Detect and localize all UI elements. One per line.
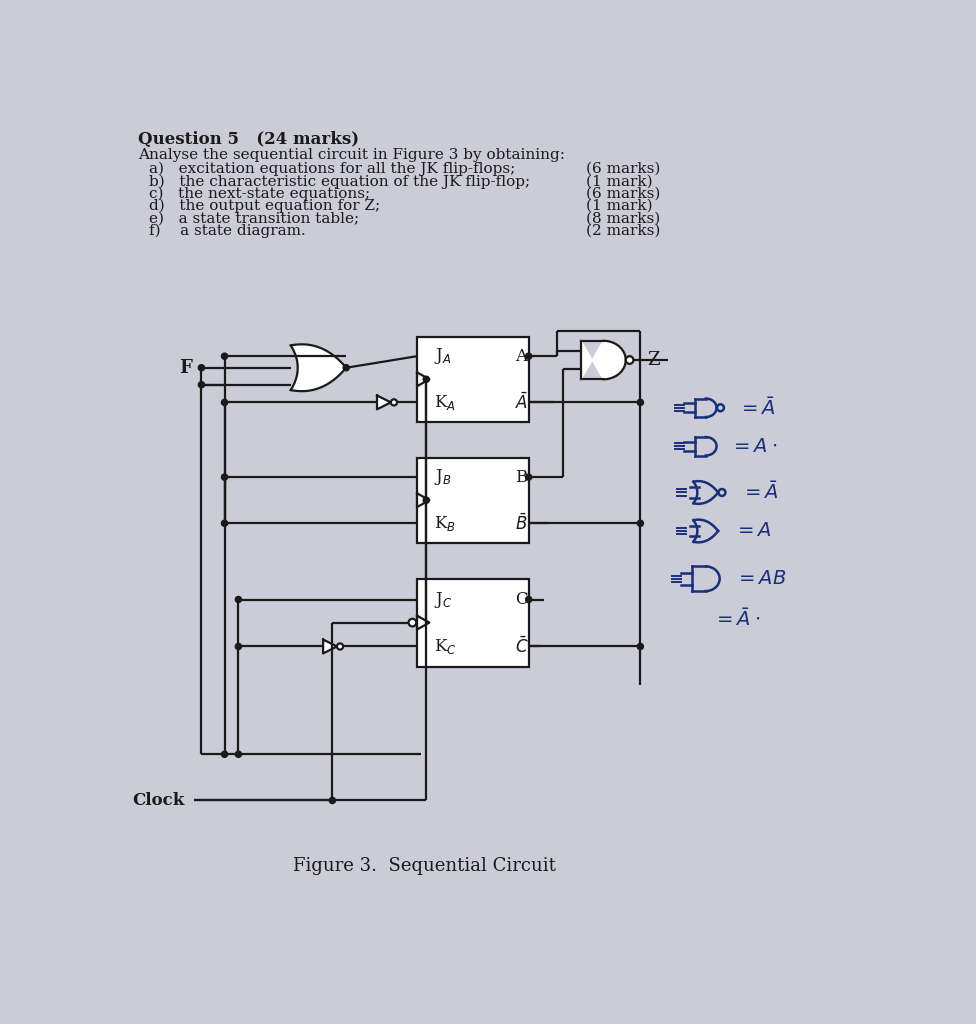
Text: K$_B$: K$_B$ — [434, 514, 456, 532]
Bar — [417, 579, 529, 668]
Circle shape — [329, 798, 336, 804]
Text: a)   excitation equations for all the JK flip-flops;: a) excitation equations for all the JK f… — [149, 162, 515, 176]
Text: Analyse the sequential circuit in Figure 3 by obtaining:: Analyse the sequential circuit in Figure… — [139, 148, 565, 162]
Circle shape — [337, 643, 344, 649]
Text: c)   the next-state equations;: c) the next-state equations; — [149, 186, 370, 201]
Text: K$_A$: K$_A$ — [434, 393, 456, 412]
Text: (2 marks): (2 marks) — [587, 223, 661, 238]
Polygon shape — [377, 395, 390, 410]
Circle shape — [424, 376, 429, 382]
Text: Question 5   (24 marks): Question 5 (24 marks) — [139, 131, 359, 148]
Text: $= \bar{A}\cdot$: $= \bar{A}\cdot$ — [713, 608, 760, 631]
Circle shape — [222, 474, 227, 480]
Text: (8 marks): (8 marks) — [587, 211, 661, 225]
Text: (1 mark): (1 mark) — [587, 174, 653, 188]
Circle shape — [222, 399, 227, 406]
Text: $\bar{A}$: $\bar{A}$ — [514, 392, 528, 413]
Text: $= A\cdot$: $= A\cdot$ — [730, 437, 778, 456]
Circle shape — [424, 497, 429, 503]
Text: $= \bar{A}$: $= \bar{A}$ — [741, 481, 779, 504]
Text: Clock: Clock — [132, 792, 184, 809]
Circle shape — [344, 365, 349, 371]
Text: e)   a state transition table;: e) a state transition table; — [149, 211, 359, 225]
Text: f)    a state diagram.: f) a state diagram. — [149, 223, 305, 238]
Circle shape — [526, 596, 532, 602]
Text: Z: Z — [647, 351, 660, 369]
Text: (1 mark): (1 mark) — [587, 199, 653, 213]
Text: d)   the output equation for Z;: d) the output equation for Z; — [149, 199, 381, 213]
Text: K$_C$: K$_C$ — [434, 637, 457, 656]
Circle shape — [526, 353, 532, 359]
Circle shape — [222, 752, 227, 758]
Circle shape — [637, 643, 643, 649]
Circle shape — [235, 596, 241, 602]
Text: $= A$: $= A$ — [734, 521, 771, 541]
Circle shape — [235, 752, 241, 758]
Circle shape — [409, 618, 417, 627]
Polygon shape — [581, 341, 626, 379]
Text: $= \bar{A}$: $= \bar{A}$ — [738, 397, 776, 419]
Polygon shape — [417, 615, 429, 630]
Circle shape — [235, 643, 241, 649]
Text: F: F — [180, 358, 192, 377]
Circle shape — [526, 474, 532, 480]
Text: A: A — [514, 348, 527, 365]
Circle shape — [198, 382, 205, 388]
Text: (6 marks): (6 marks) — [587, 162, 661, 176]
Text: $\bar{C}$: $\bar{C}$ — [514, 636, 528, 656]
Text: b)   the characteristic equation of the JK flip-flop;: b) the characteristic equation of the JK… — [149, 174, 530, 188]
Circle shape — [626, 356, 633, 364]
Circle shape — [390, 399, 397, 406]
Circle shape — [198, 365, 205, 371]
Text: $\bar{B}$: $\bar{B}$ — [514, 513, 527, 534]
Text: (6 marks): (6 marks) — [587, 186, 661, 201]
Bar — [417, 337, 529, 422]
Circle shape — [718, 489, 725, 496]
Text: J$_C$: J$_C$ — [434, 590, 452, 609]
Text: J$_B$: J$_B$ — [434, 467, 452, 487]
Circle shape — [717, 404, 724, 412]
Circle shape — [637, 520, 643, 526]
Circle shape — [222, 520, 227, 526]
Circle shape — [637, 399, 643, 406]
Circle shape — [222, 353, 227, 359]
Polygon shape — [417, 494, 429, 507]
Polygon shape — [417, 373, 429, 386]
Text: Figure 3.  Sequential Circuit: Figure 3. Sequential Circuit — [294, 857, 556, 874]
Text: C: C — [514, 591, 527, 608]
Text: J$_A$: J$_A$ — [434, 346, 451, 367]
Polygon shape — [291, 344, 346, 391]
Polygon shape — [323, 640, 337, 653]
Bar — [417, 458, 529, 543]
Text: B: B — [514, 469, 527, 485]
Text: $= AB$: $= AB$ — [735, 569, 787, 588]
